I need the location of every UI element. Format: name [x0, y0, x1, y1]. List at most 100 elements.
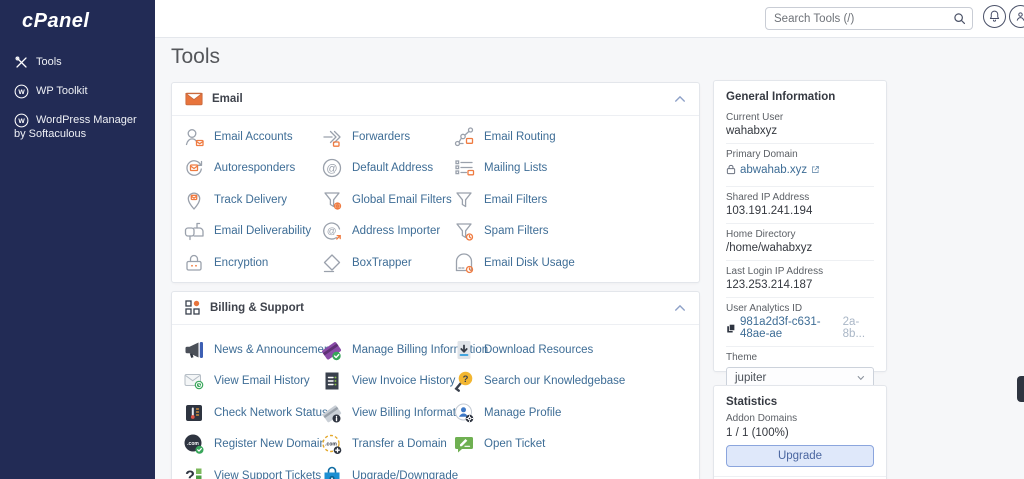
bell-icon — [988, 10, 1001, 23]
billing-item-download-resources[interactable]: Download Resources — [452, 334, 689, 366]
svg-text:.com: .com — [187, 441, 199, 447]
billing-item-news-announcements[interactable]: News & Announcements — [182, 334, 339, 366]
sidebar-item-wordpress-manager[interactable]: W WordPress Manager by Softaculous — [14, 113, 145, 141]
email-section-header[interactable]: Email — [172, 83, 699, 116]
register-new-domain-icon: .com — [184, 434, 204, 455]
transfer-a-domain-icon: .com — [322, 435, 342, 455]
billing-item-manage-billing-information[interactable]: Manage Billing Information — [320, 334, 488, 366]
field-label: Current User — [726, 112, 784, 123]
primary-domain-text: abwahab.xyz — [740, 163, 808, 176]
email-section-card: Email Email Accounts Forwarders Email Ro… — [171, 82, 700, 283]
email-item-autoresponders[interactable]: Autoresponders — [182, 153, 320, 185]
billing-section-card: Billing & Support News & Announcements M… — [171, 291, 700, 479]
billing-item-view-billing-information[interactable]: View Billing Information — [320, 397, 471, 429]
statistics-title: Statistics — [726, 396, 778, 408]
billing-item-search-knowledgebase[interactable]: ? Search our Knowledgebase — [452, 366, 689, 398]
email-item-boxtrapper[interactable]: BoxTrapper — [320, 247, 452, 279]
upgrade-button[interactable]: Upgrade — [726, 445, 874, 467]
mailing-lists-icon — [455, 160, 475, 176]
view-email-history-icon — [184, 374, 204, 390]
lock-icon — [726, 164, 736, 175]
search-input[interactable] — [774, 12, 953, 25]
statistics-card: Statistics Addon Domains 1 / 1 (100%) Up… — [713, 385, 887, 479]
billing-item-view-invoice-history[interactable]: View Invoice History — [320, 366, 456, 398]
sidebar-item-wp-toolkit[interactable]: W WP Toolkit — [14, 84, 145, 99]
primary-domain-link[interactable]: abwahab.xyz — [726, 164, 820, 176]
email-item-spam-filters[interactable]: Spam Filters — [452, 216, 689, 248]
billing-section-header[interactable]: Billing & Support — [172, 292, 699, 325]
billing-item-upgrade-downgrade[interactable]: Upgrade/Downgrade — [320, 460, 458, 479]
item-label: Mailing Lists — [484, 162, 548, 175]
email-section-title: Email — [212, 93, 243, 105]
chevron-up-icon[interactable] — [674, 95, 686, 103]
email-item-email-filters[interactable]: Email Filters — [452, 184, 689, 216]
top-header — [155, 0, 1024, 38]
check-network-status-icon — [186, 404, 202, 421]
manage-billing-information-icon — [322, 341, 341, 360]
user-icon — [1014, 10, 1024, 23]
theme-selected-value: jupiter — [735, 372, 767, 384]
default-address-icon: @ — [322, 159, 342, 178]
billing-item-view-support-tickets[interactable]: ? View Support Tickets — [182, 460, 322, 479]
email-item-forwarders[interactable]: Forwarders — [320, 121, 452, 153]
global-email-filters-icon — [324, 192, 342, 210]
notifications-button[interactable] — [983, 5, 1006, 28]
field-label: Home Directory — [726, 229, 796, 240]
field-value: /home/wahabxyz — [726, 242, 813, 254]
encryption-lock-icon — [186, 254, 202, 271]
download-resources-icon — [457, 340, 471, 359]
spam-filters-icon — [456, 223, 474, 241]
gi-field-home-directory: Home Directory /home/wahabxyz — [726, 224, 874, 261]
feedback-tab[interactable] — [1017, 376, 1024, 402]
email-item-default-address[interactable]: @ Default Address — [320, 153, 452, 185]
item-label: Open Ticket — [484, 438, 546, 451]
billing-item-check-network-status[interactable]: Check Network Status — [182, 397, 328, 429]
field-value: 103.191.241.194 — [726, 205, 813, 217]
user-menu-button[interactable] — [1009, 5, 1024, 28]
wordpress-icon: W — [14, 113, 29, 128]
billing-item-open-ticket[interactable]: Open Ticket — [452, 429, 689, 461]
email-item-global-email-filters[interactable]: Global Email Filters — [320, 184, 452, 216]
email-envelope-icon — [185, 92, 203, 106]
email-item-email-accounts[interactable]: Email Accounts — [182, 121, 320, 153]
email-item-mailing-lists[interactable]: Mailing Lists — [452, 153, 689, 185]
item-label: BoxTrapper — [352, 256, 412, 269]
billing-item-transfer-a-domain[interactable]: .com Transfer a Domain — [320, 429, 452, 461]
sidebar-item-tools[interactable]: Tools — [14, 55, 145, 70]
billing-item-view-email-history[interactable]: View Email History — [182, 366, 320, 398]
item-label: View Invoice History — [352, 375, 456, 388]
main-content: Tools Email Email Accounts Forwa — [155, 38, 1024, 479]
item-label: Register New Domain — [214, 438, 326, 451]
field-label: Primary Domain — [726, 149, 798, 160]
svg-text:?: ? — [185, 468, 195, 479]
svg-text:@: @ — [326, 163, 337, 175]
boxtrapper-icon — [323, 254, 341, 272]
item-label: Upgrade/Downgrade — [352, 469, 459, 479]
email-item-address-importer[interactable]: @ Address Importer — [320, 216, 452, 248]
billing-item-manage-profile[interactable]: Manage Profile — [452, 397, 689, 429]
user-analytics-id-link[interactable]: 981a2d3f-c631-48ae-ae 2a-8b... — [726, 316, 874, 340]
email-item-track-delivery[interactable]: Track Delivery — [182, 184, 320, 216]
search-icon — [953, 12, 966, 25]
chevron-up-icon[interactable] — [674, 304, 686, 312]
billing-item-register-new-domain[interactable]: .com Register New Domain — [182, 429, 326, 461]
email-item-email-disk-usage[interactable]: Email Disk Usage — [452, 247, 689, 279]
email-item-email-deliverability[interactable]: Email Deliverability — [182, 216, 320, 248]
addon-domains-value: 1 / 1 (100%) — [726, 427, 789, 439]
stats-divider — [714, 476, 886, 477]
sidebar-nav: Tools W WP Toolkit W WordPress Manager b… — [0, 55, 155, 141]
email-item-encryption[interactable]: Encryption — [182, 247, 320, 279]
wordpress-icon: W — [14, 84, 29, 99]
email-disk-usage-icon — [455, 253, 474, 273]
gi-field-primary-domain: Primary Domain abwahab.xyz — [726, 144, 874, 187]
item-label: Email Disk Usage — [484, 256, 575, 269]
field-label: User Analytics ID — [726, 303, 803, 314]
manage-profile-icon — [455, 403, 474, 423]
sidebar-item-label: WP Toolkit — [36, 85, 88, 97]
item-label: View Support Tickets — [214, 469, 322, 479]
cpanel-logo: cPanel — [22, 10, 90, 32]
page-title: Tools — [171, 45, 221, 68]
item-label: Email Filters — [484, 193, 548, 206]
copy-icon — [726, 323, 736, 334]
email-item-email-routing[interactable]: Email Routing — [452, 121, 689, 153]
